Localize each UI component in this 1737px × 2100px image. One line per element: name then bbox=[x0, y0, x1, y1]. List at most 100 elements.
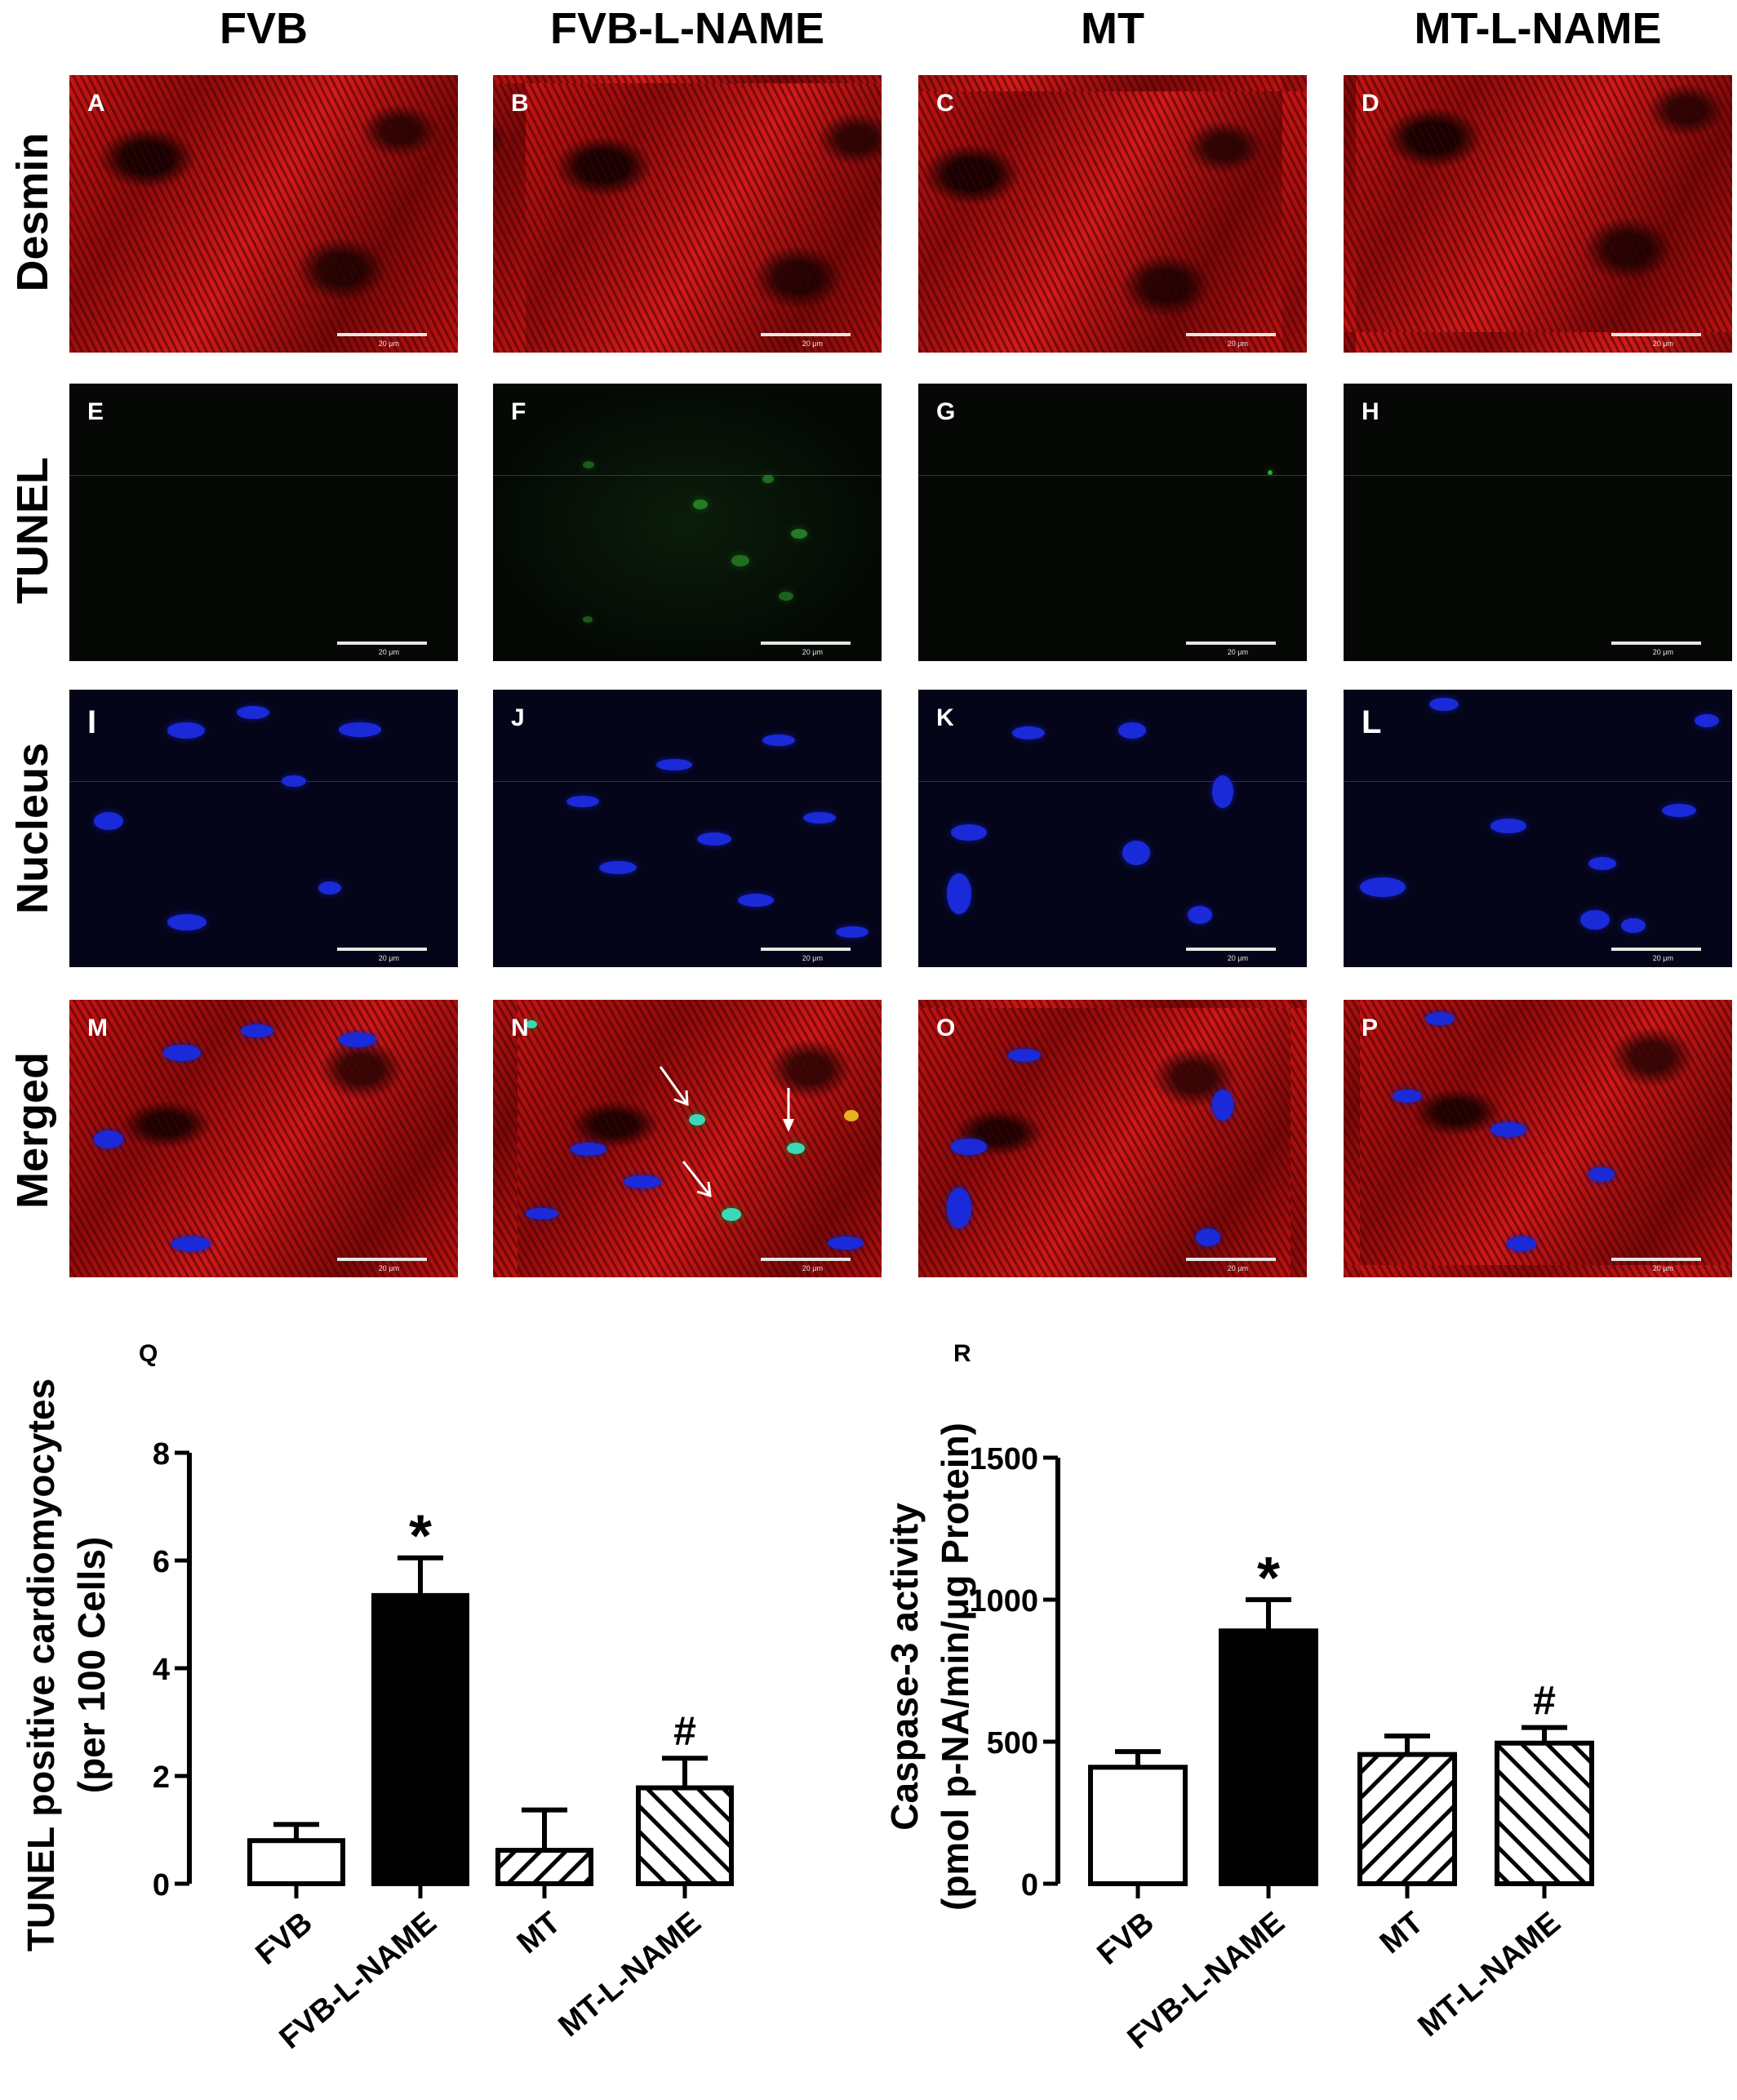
panel-letter: G bbox=[936, 398, 956, 425]
panel-letter: J bbox=[511, 704, 525, 731]
dapi-nucleus bbox=[624, 1175, 661, 1188]
micrograph-panel-h: H 20 μm bbox=[1344, 384, 1732, 661]
dapi-nucleus bbox=[1425, 1012, 1455, 1025]
dapi-nucleus bbox=[803, 812, 836, 824]
dapi-nucleus bbox=[167, 914, 207, 930]
micrograph-panel-g: G 20 μm bbox=[918, 384, 1307, 661]
micrograph-panel-d: D 20 μm bbox=[1344, 75, 1732, 353]
x-category-label: MT-L-NAME bbox=[552, 1906, 707, 2044]
scale-bar-label: 20 μm bbox=[378, 954, 399, 962]
open-arrow-icon bbox=[682, 1161, 712, 1198]
y-tick-label: 0 bbox=[1021, 1868, 1038, 1902]
dapi-nucleus bbox=[1588, 1167, 1615, 1182]
x-category-label: MT bbox=[1374, 1906, 1430, 1960]
panel-letter: N bbox=[511, 1014, 529, 1041]
bar-fvb-l-name bbox=[371, 1592, 469, 1886]
dapi-nucleus bbox=[237, 706, 269, 719]
dapi-nucleus bbox=[599, 861, 637, 874]
scale-bar bbox=[1186, 333, 1276, 336]
dapi-nucleus bbox=[697, 832, 731, 846]
scale-bar-label: 20 μm bbox=[378, 648, 399, 656]
scale-bar-label: 20 μm bbox=[1227, 954, 1248, 962]
open-arrow-icon bbox=[659, 1066, 689, 1107]
bar-chart-q: Q 0 2 4 6 8 TUNEL positive cardiomyocytes (per … bbox=[20, 1340, 734, 2056]
scale-bar-label: 20 μm bbox=[1652, 648, 1673, 656]
scale-bar bbox=[761, 1258, 851, 1261]
panel-label: R bbox=[953, 1340, 971, 1367]
row-header-desmin: Desmin bbox=[8, 132, 57, 292]
scale-bar bbox=[761, 948, 851, 951]
dapi-nucleus bbox=[1188, 906, 1212, 924]
dapi-nucleus bbox=[318, 881, 341, 895]
panel-letter: F bbox=[511, 398, 526, 425]
micrograph-panel-o: O 20 μm bbox=[918, 1000, 1307, 1277]
dapi-nucleus bbox=[951, 824, 987, 841]
scale-bar bbox=[761, 333, 851, 336]
tunel-positive-nucleus bbox=[762, 475, 774, 483]
dapi-nucleus bbox=[1012, 726, 1045, 739]
image-seam-line bbox=[69, 781, 458, 782]
dapi-nucleus bbox=[828, 1236, 864, 1250]
row-header-nucleus: Nucleus bbox=[8, 742, 57, 915]
image-seam-line bbox=[493, 781, 882, 782]
micrograph-panel-l: L 20 μm bbox=[1344, 690, 1732, 967]
panel-letter: I bbox=[87, 704, 97, 740]
y-axis-label: (pmol p-NA/min/μg Protein) bbox=[934, 1423, 976, 1911]
tunel-positive-nucleus bbox=[583, 616, 593, 623]
dapi-nucleus bbox=[1393, 1090, 1422, 1103]
scale-bar bbox=[1611, 642, 1701, 645]
x-category-label: MT-L-NAME bbox=[1411, 1906, 1566, 2044]
scale-bar-label: 20 μm bbox=[1652, 340, 1673, 348]
panel-letter: E bbox=[87, 398, 104, 425]
micrograph-panel-p: P 20 μm bbox=[1344, 1000, 1732, 1277]
row-header-merged: Merged bbox=[8, 1051, 57, 1210]
dapi-nucleus bbox=[566, 796, 599, 807]
micrograph-panel-a: A 20 μm bbox=[69, 75, 458, 353]
y-axis-label: TUNEL positive cardiomyocytes bbox=[20, 1379, 62, 1951]
scale-bar bbox=[761, 642, 851, 645]
scale-bar bbox=[1186, 948, 1276, 951]
scale-bar bbox=[1186, 642, 1276, 645]
overlap-signal bbox=[844, 1110, 859, 1121]
panel-letter: H bbox=[1362, 398, 1379, 425]
x-category-label: MT bbox=[511, 1906, 567, 1960]
y-tick-label: 500 bbox=[987, 1726, 1038, 1760]
y-axis-label: (per 100 Cells) bbox=[70, 1537, 113, 1793]
image-seam-line bbox=[1344, 781, 1732, 782]
dapi-nucleus bbox=[1490, 819, 1526, 833]
dapi-nucleus bbox=[339, 722, 381, 737]
panel-letter: C bbox=[936, 90, 954, 117]
image-seam-line bbox=[69, 475, 458, 476]
scale-bar-label: 20 μm bbox=[802, 1264, 823, 1272]
scale-bar-label: 20 μm bbox=[802, 954, 823, 962]
dapi-nucleus bbox=[1507, 1236, 1536, 1251]
significance-asterisk: * bbox=[1257, 1546, 1280, 1611]
micrograph-panel-k: K 20 μm bbox=[918, 690, 1307, 967]
row-header-tunel: TUNEL bbox=[8, 457, 57, 604]
dapi-nucleus bbox=[1212, 1090, 1233, 1121]
dapi-nucleus bbox=[94, 812, 123, 830]
micrograph-panel-c: C 20 μm bbox=[918, 75, 1307, 353]
dapi-nucleus bbox=[836, 926, 868, 938]
x-category-label: FVB bbox=[1091, 1906, 1161, 1972]
image-seam-line bbox=[918, 475, 1307, 476]
bar-fvb-l-name bbox=[1219, 1628, 1318, 1886]
panel-letter: L bbox=[1362, 704, 1382, 740]
dapi-nucleus bbox=[339, 1032, 376, 1047]
significance-asterisk: * bbox=[409, 1504, 432, 1569]
dapi-nucleus bbox=[947, 1188, 971, 1228]
y-tick-label: 8 bbox=[153, 1437, 170, 1472]
micrograph-panel-j: J 20 μm bbox=[493, 690, 882, 967]
scale-bar-label: 20 μm bbox=[1652, 1264, 1673, 1272]
scale-bar-label: 20 μm bbox=[1652, 954, 1673, 962]
scale-bar-label: 20 μm bbox=[378, 1264, 399, 1272]
micrograph-panel-b: B 20 μm bbox=[493, 75, 882, 353]
dapi-nucleus bbox=[163, 1045, 201, 1061]
panel-letter: B bbox=[511, 90, 529, 117]
bar-fvb bbox=[247, 1838, 345, 1887]
dapi-nucleus bbox=[1212, 775, 1233, 808]
dapi-nucleus bbox=[526, 1208, 558, 1219]
dapi-nucleus bbox=[571, 1143, 606, 1156]
image-seam-line bbox=[918, 781, 1307, 782]
scale-bar-label: 20 μm bbox=[1227, 648, 1248, 656]
